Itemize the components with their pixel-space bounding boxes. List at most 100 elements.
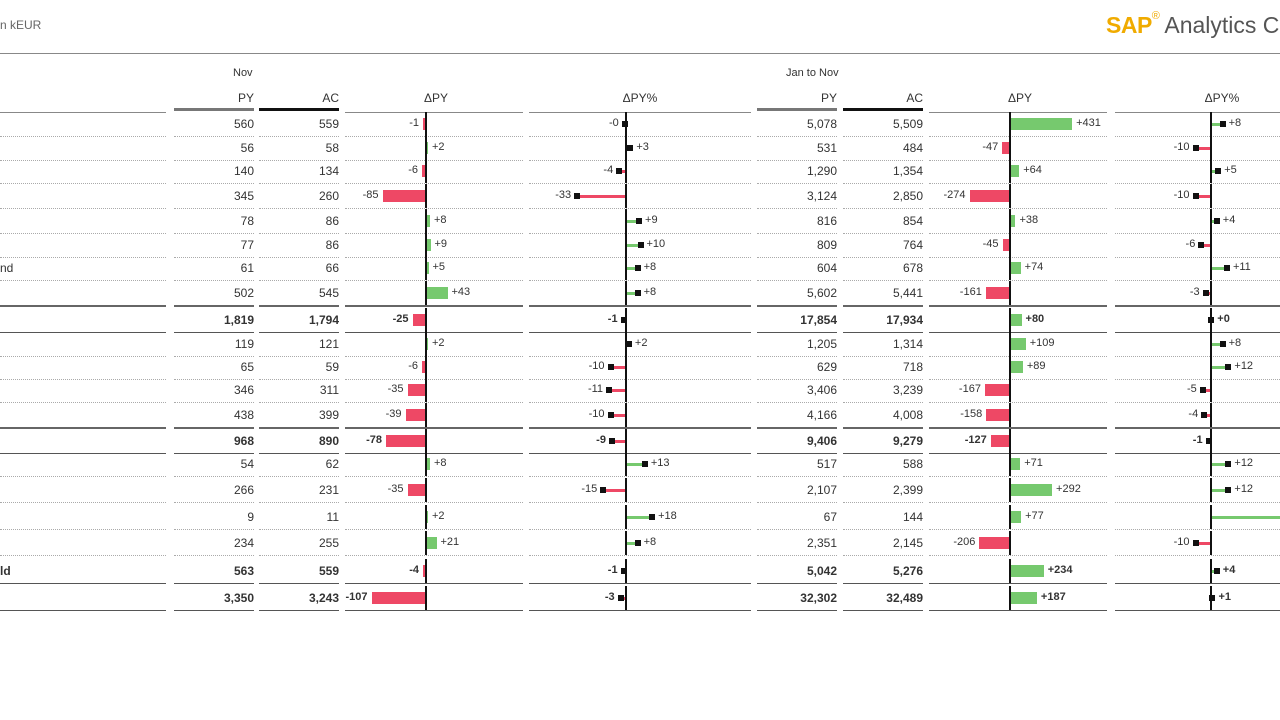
row-divider [345, 453, 523, 455]
py-value-ytd: 9,406 [806, 434, 837, 448]
row-divider [929, 183, 1107, 185]
row-divider [174, 208, 254, 210]
pct-axis-ytd [1210, 136, 1212, 160]
row-divider [259, 502, 339, 504]
delta-bar-ytd [1002, 239, 1009, 251]
delta-label-nov: -107 [345, 591, 368, 603]
row-label: nd [0, 261, 14, 275]
pct-pin-head-nov [617, 595, 624, 601]
ac-value-ytd: 2,850 [892, 189, 923, 203]
py-value-nov: 234 [233, 536, 254, 550]
row-divider [757, 257, 837, 259]
row-divider [0, 379, 166, 381]
delta-axis-nov [425, 559, 427, 583]
row-divider [843, 280, 923, 282]
row-divider [929, 402, 1107, 404]
py-value-ytd: 809 [816, 238, 837, 252]
pct-pin-ytd [1211, 516, 1280, 519]
row-divider [259, 332, 339, 334]
delta-label-nov: +9 [434, 238, 448, 250]
pct-pin-head-ytd [1219, 121, 1226, 127]
pct-pin-ytd [1211, 170, 1219, 173]
row-divider [1115, 610, 1280, 612]
col-header-ac-ytd: AC [906, 91, 923, 105]
row-divider [929, 136, 1107, 138]
section-divider [929, 427, 1107, 430]
pct-axis-nov [625, 378, 627, 402]
pct-pin-head-nov [608, 438, 615, 444]
pct-pin-head-ytd [1213, 218, 1220, 224]
row-divider [174, 356, 254, 358]
row-divider [174, 583, 254, 585]
delta-label-nov: -35 [387, 383, 404, 395]
row-divider [757, 160, 837, 162]
delta-axis-nov [425, 505, 427, 529]
row-divider [0, 160, 166, 162]
pct-label-nov: +8 [643, 261, 657, 273]
group-header-nov: Nov [233, 67, 253, 79]
row-divider [259, 257, 339, 259]
pct-pin-ytd [1202, 389, 1210, 392]
row-divider [174, 402, 254, 404]
row-divider [529, 379, 751, 381]
pct-label-ytd: -1 [1192, 434, 1203, 446]
row-divider [0, 402, 166, 404]
row-divider [529, 502, 751, 504]
delta-bar-ytd [1010, 592, 1037, 604]
row-divider [529, 583, 751, 585]
row-divider [259, 356, 339, 358]
row-divider [0, 453, 166, 455]
row-divider [529, 402, 751, 404]
py-value-nov: 54 [240, 457, 254, 471]
delta-label-nov: -4 [409, 564, 419, 576]
pct-pin-head-ytd [1192, 193, 1199, 199]
delta-bar-nov [422, 165, 425, 177]
row-divider [345, 183, 523, 185]
ac-value-ytd: 588 [902, 457, 923, 471]
row-divider [1115, 183, 1280, 185]
row-divider [259, 379, 339, 381]
pct-label-nov: -0 [608, 117, 619, 129]
pct-label-ytd: +5 [1224, 164, 1237, 176]
pct-axis-nov [625, 136, 627, 160]
delta-bar-ytd [984, 384, 1009, 396]
delta-bar-nov [426, 287, 448, 299]
delta-bar-ytd [1010, 118, 1073, 130]
row-divider [174, 502, 254, 504]
ac-value-ytd: 144 [902, 510, 923, 524]
pct-label-ytd: -4 [1188, 408, 1199, 420]
ac-value-ytd: 1,354 [892, 164, 923, 178]
sap-analytics-logo: SAP® Analytics C [1106, 10, 1279, 44]
delta-label-ytd: -274 [943, 189, 966, 201]
delta-label-nov: +8 [434, 214, 447, 226]
delta-label-ytd: +38 [1019, 214, 1039, 226]
py-value-ytd: 5,042 [806, 564, 837, 578]
delta-bar-nov [426, 338, 428, 350]
pct-pin-nov [609, 389, 625, 392]
row-divider [843, 379, 923, 381]
pct-pin-head-nov [606, 387, 613, 393]
row-divider [0, 555, 166, 557]
pct-pin-ytd [1201, 244, 1210, 247]
brand-registered-mark: ® [1151, 10, 1160, 22]
pct-label-nov: +2 [634, 337, 648, 349]
delta-bar-ytd [990, 435, 1009, 447]
row-divider [843, 502, 923, 504]
py-value-ytd: 2,351 [806, 536, 837, 550]
row-divider [529, 610, 751, 612]
row-divider [929, 208, 1107, 210]
pct-axis-nov [625, 355, 627, 379]
delta-bar-ytd [1010, 215, 1016, 227]
pct-label-ytd: +12 [1234, 457, 1254, 469]
pct-pin-head-nov [574, 193, 581, 199]
pct-axis-ytd [1210, 378, 1212, 402]
pct-pin-head-nov [634, 540, 641, 546]
delta-label-nov: +8 [434, 457, 447, 469]
row-divider [1115, 280, 1280, 282]
section-divider [929, 305, 1107, 308]
pct-axis-nov [625, 209, 627, 233]
section-divider [174, 305, 254, 308]
row-divider [0, 332, 166, 334]
row-divider [0, 136, 166, 138]
row-divider [345, 356, 523, 358]
